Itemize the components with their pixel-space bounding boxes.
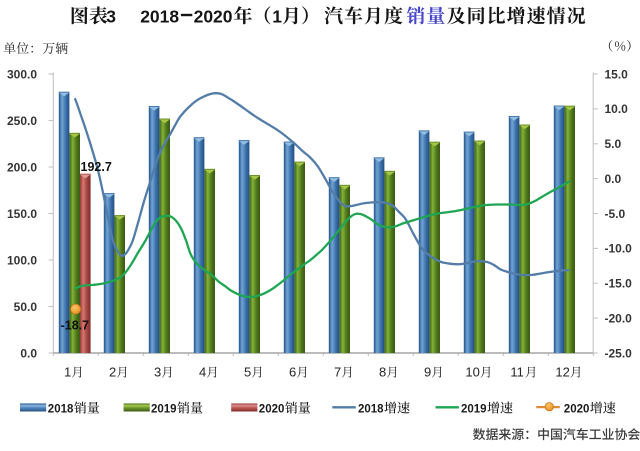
- svg-text:-15.0: -15.0: [605, 277, 633, 291]
- svg-text:1: 1: [272, 7, 282, 27]
- svg-text:2018: 2018: [48, 404, 74, 416]
- svg-text:3: 3: [154, 365, 161, 380]
- svg-text:0.0: 0.0: [605, 172, 622, 186]
- svg-text:300.0: 300.0: [7, 67, 37, 81]
- svg-text:2019: 2019: [461, 404, 487, 416]
- svg-text:0.0: 0.0: [20, 346, 37, 360]
- svg-text:5.0: 5.0: [605, 137, 622, 151]
- svg-text:250.0: 250.0: [7, 114, 37, 128]
- svg-text:10: 10: [465, 365, 479, 380]
- svg-text:-20.0: -20.0: [605, 311, 633, 325]
- svg-text:12: 12: [555, 365, 569, 380]
- svg-text:4: 4: [199, 365, 206, 380]
- svg-text:11: 11: [510, 365, 524, 380]
- svg-text:200.0: 200.0: [7, 160, 37, 174]
- svg-text:100.0: 100.0: [7, 253, 37, 267]
- svg-text:2: 2: [109, 365, 116, 380]
- svg-text:15.0: 15.0: [605, 67, 629, 81]
- svg-text:2018: 2018: [358, 404, 384, 416]
- svg-text:-5.0: -5.0: [605, 207, 626, 221]
- svg-text:2019: 2019: [151, 404, 177, 416]
- svg-text:5: 5: [244, 365, 251, 380]
- svg-text:150.0: 150.0: [7, 207, 37, 221]
- svg-text:-25.0: -25.0: [605, 346, 633, 360]
- svg-text:6: 6: [289, 365, 296, 380]
- svg-text:8: 8: [379, 365, 386, 380]
- svg-text:2020: 2020: [259, 404, 285, 416]
- svg-text:2018: 2018: [140, 7, 179, 27]
- svg-text:1: 1: [64, 365, 71, 380]
- svg-text:10.0: 10.0: [605, 102, 629, 116]
- svg-text:2020: 2020: [194, 7, 233, 27]
- svg-text:-10.0: -10.0: [605, 242, 633, 256]
- svg-text:9: 9: [424, 365, 431, 380]
- svg-text:3: 3: [106, 7, 116, 27]
- svg-text:7: 7: [334, 365, 341, 380]
- svg-text:2020: 2020: [564, 404, 590, 416]
- svg-text:192.7: 192.7: [81, 160, 112, 174]
- svg-text:50.0: 50.0: [14, 300, 38, 314]
- svg-text:-18.7: -18.7: [61, 319, 90, 333]
